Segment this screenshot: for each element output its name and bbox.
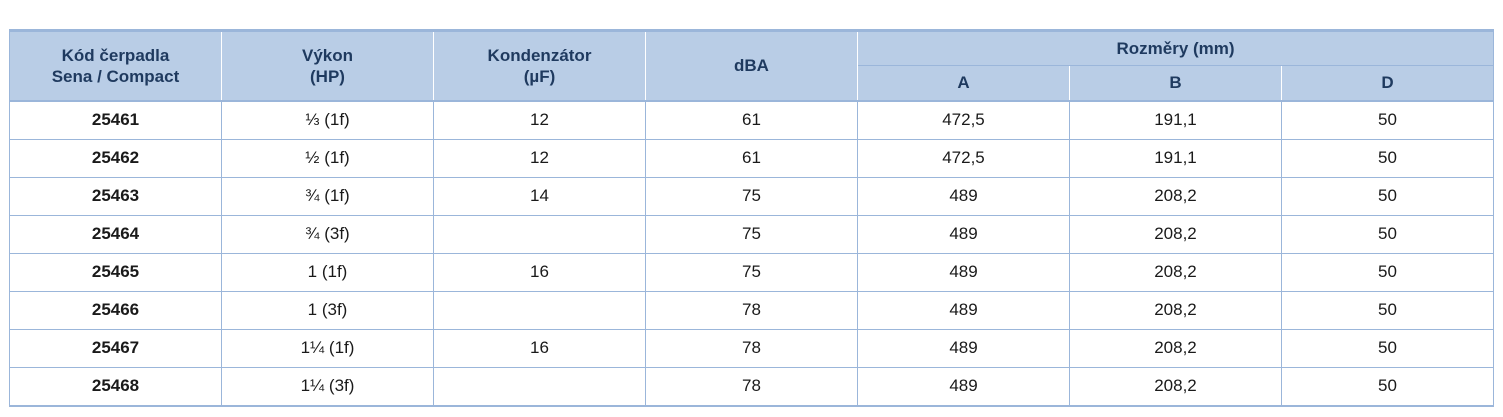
cell-dimension-d: 50 [1280, 215, 1495, 254]
cell-dimension-b: 208,2 [1069, 177, 1282, 216]
header-dimension-b: B [1069, 65, 1282, 102]
cell-pump-code: 25461 [9, 100, 222, 140]
cell-dimension-a: 472,5 [857, 100, 1070, 140]
cell-pump-code: 25462 [9, 139, 222, 178]
header-power-line2: (HP) [310, 66, 345, 86]
table-row: 25463 ¾ (1f) 14 75 489 208,2 50 [9, 177, 1495, 216]
header-pump-code: Kód čerpadla Sena / Compact [9, 29, 222, 102]
table-row: 25467 1¼ (1f) 16 78 489 208,2 50 [9, 329, 1495, 368]
cell-dimension-b: 191,1 [1069, 100, 1282, 140]
table-row: 25465 1 (1f) 16 75 489 208,2 50 [9, 253, 1495, 292]
cell-capacitor [433, 215, 646, 254]
cell-dba: 61 [645, 100, 858, 140]
cell-dimension-d: 50 [1280, 100, 1495, 140]
cell-dba: 75 [645, 253, 858, 292]
cell-power: ½ (1f) [221, 139, 434, 178]
header-pump-code-line1: Kód čerpadla [61, 45, 170, 65]
cell-pump-code: 25465 [9, 253, 222, 292]
cell-pump-code: 25463 [9, 177, 222, 216]
cell-power: 1¼ (1f) [221, 329, 434, 368]
cell-dimension-d: 50 [1280, 177, 1495, 216]
cell-dimension-d: 50 [1280, 367, 1495, 407]
cell-dimension-a: 489 [857, 253, 1070, 292]
cell-dimension-b: 208,2 [1069, 367, 1282, 407]
table-row: 25468 1¼ (3f) 78 489 208,2 50 [9, 367, 1495, 407]
cell-power: 1 (1f) [221, 253, 434, 292]
cell-dba: 61 [645, 139, 858, 178]
cell-dimension-d: 50 [1280, 291, 1495, 330]
cell-dimension-b: 191,1 [1069, 139, 1282, 178]
header-capacitor: Kondenzátor (µF) [433, 29, 646, 102]
table-row: 25462 ½ (1f) 12 61 472,5 191,1 50 [9, 139, 1495, 178]
table-row: 25466 1 (3f) 78 489 208,2 50 [9, 291, 1495, 330]
header-power-line1: Výkon [301, 45, 354, 65]
header-pump-code-line2: Sena / Compact [51, 66, 180, 86]
cell-power: 1 (3f) [221, 291, 434, 330]
cell-pump-code: 25464 [9, 215, 222, 254]
cell-dba: 78 [645, 291, 858, 330]
header-capacitor-line2: (µF) [523, 66, 556, 86]
cell-capacitor: 16 [433, 253, 646, 292]
cell-dimension-d: 50 [1280, 253, 1495, 292]
cell-dimension-a: 489 [857, 329, 1070, 368]
cell-capacitor [433, 291, 646, 330]
cell-pump-code: 25467 [9, 329, 222, 368]
cell-dimension-b: 208,2 [1069, 329, 1282, 368]
cell-power: ¾ (1f) [221, 177, 434, 216]
cell-power: 1¼ (3f) [221, 367, 434, 407]
cell-dimension-a: 489 [857, 177, 1070, 216]
cell-dimension-a: 489 [857, 215, 1070, 254]
cell-dba: 78 [645, 367, 858, 407]
cell-dimension-a: 489 [857, 291, 1070, 330]
header-dimension-d: D [1280, 65, 1495, 102]
header-dba: dBA [645, 29, 858, 102]
cell-dba: 75 [645, 177, 858, 216]
header-dimensions-group: Rozměry (mm) [856, 29, 1495, 66]
cell-pump-code: 25468 [9, 367, 222, 407]
cell-dimension-d: 50 [1280, 139, 1495, 178]
header-power: Výkon (HP) [221, 29, 434, 102]
cell-power: ⅓ (1f) [221, 100, 434, 140]
cell-capacitor: 14 [433, 177, 646, 216]
cell-dimension-b: 208,2 [1069, 291, 1282, 330]
cell-dimension-a: 489 [857, 367, 1070, 407]
cell-pump-code: 25466 [9, 291, 222, 330]
cell-capacitor: 16 [433, 329, 646, 368]
table-row: 25461 ⅓ (1f) 12 61 472,5 191,1 50 [9, 100, 1495, 140]
header-capacitor-line1: Kondenzátor [487, 45, 592, 65]
cell-dimension-d: 50 [1280, 329, 1495, 368]
cell-power: ¾ (3f) [221, 215, 434, 254]
header-dimension-a: A [857, 65, 1070, 102]
cell-dimension-a: 472,5 [857, 139, 1070, 178]
cell-dba: 78 [645, 329, 858, 368]
pump-spec-table: Kód čerpadla Sena / Compact Výkon (HP) K… [9, 29, 1495, 407]
cell-capacitor [433, 367, 646, 407]
cell-dimension-b: 208,2 [1069, 253, 1282, 292]
cell-capacitor: 12 [433, 139, 646, 178]
table-row: 25464 ¾ (3f) 75 489 208,2 50 [9, 215, 1495, 254]
cell-dba: 75 [645, 215, 858, 254]
cell-dimension-b: 208,2 [1069, 215, 1282, 254]
cell-capacitor: 12 [433, 100, 646, 140]
